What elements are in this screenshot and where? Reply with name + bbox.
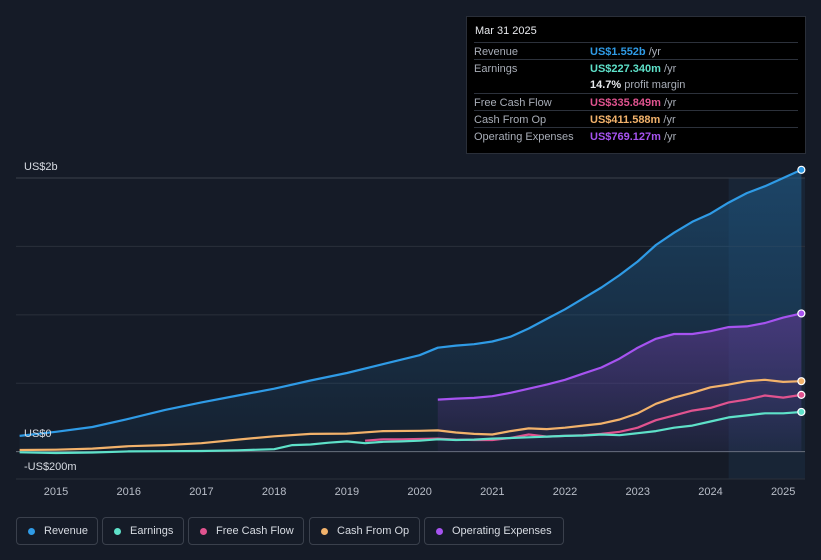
legend-cash-from-op[interactable]: Cash From Op [309,517,420,545]
y-tick-label: US$2b [24,161,58,173]
x-tick-label: 2020 [407,486,431,498]
line-earnings [19,410,802,455]
legend-label: Earnings [130,525,174,537]
y-tick-label: US$0 [24,428,52,440]
series-end-markers [797,165,806,417]
tooltip-value: US$769.127m /yr [590,131,677,143]
tooltip-row-profit-margin: 14.7% profit margin [474,76,798,93]
tooltip-row-revenue: Revenue US$1.552b /yr [474,42,798,60]
series-lines [19,168,802,455]
line-revenue [19,168,802,437]
marker-revenue [797,165,806,174]
x-tick-label: 2021 [480,486,504,498]
x-tick-label: 2018 [262,486,286,498]
tooltip-label: Cash From Op [474,114,547,126]
x-tick-label: 2017 [189,486,213,498]
marker-operating-expenses [797,309,806,318]
legend-dot-icon [436,528,443,535]
marker-free-cash-flow [797,390,806,399]
y-axis-labels: US$2b US$0 -US$200m [24,161,77,473]
legend-label: Operating Expenses [452,525,552,537]
y-tick-label: -US$200m [24,461,77,473]
legend-dot-icon [321,528,328,535]
marker-earnings [797,407,806,417]
x-tick-label: 2016 [116,486,140,498]
tooltip-value: US$227.340m /yr [590,63,677,75]
tooltip-value: US$335.849m /yr [590,97,677,109]
x-tick-label: 2022 [553,486,577,498]
tooltip-label: Free Cash Flow [474,97,552,109]
tooltip-row-operating-expenses: Operating Expenses US$769.127m /yr [474,127,798,145]
tooltip-row-cash-from-op: Cash From Op US$411.588m /yr [474,110,798,128]
tooltip-label: Earnings [474,63,518,75]
area-operating-expenses [437,313,802,452]
tooltip-row-earnings: Earnings US$227.340m /yr [474,59,798,77]
line-operating-expenses [437,312,802,401]
x-tick-label: 2024 [698,486,722,498]
series-areas [19,169,802,452]
legend-dot-icon [28,528,35,535]
line-cash-from-op [19,378,802,452]
legend-revenue[interactable]: Revenue [16,517,98,545]
tooltip-value: US$1.552b /yr [590,46,661,58]
legend-label: Free Cash Flow [216,525,294,537]
legend-operating-expenses[interactable]: Operating Expenses [424,517,564,545]
x-axis-labels: 2015 2016 2017 2018 2019 2020 2021 2022 2023 2024… [44,486,796,498]
x-tick-label: 2023 [626,486,650,498]
marker-cash-from-op [797,377,806,386]
profit-margin: 14.7% profit margin [590,79,686,91]
x-tick-label: 2019 [335,486,359,498]
tooltip-row-free-cash-flow: Free Cash Flow US$335.849m /yr [474,93,798,111]
tooltip-date: Mar 31 2025 [475,25,537,37]
legend-label: Revenue [44,525,89,537]
grid-lines [16,177,805,480]
tooltip-label: Revenue [474,46,519,58]
legend-earnings[interactable]: Earnings [102,517,184,545]
legend-label: Cash From Op [337,525,410,537]
legend-dot-icon [114,528,121,535]
tooltip-label: Operating Expenses [474,131,574,143]
legend-dot-icon [200,528,207,535]
tooltip-value: US$411.588m /yr [590,114,676,126]
legend-free-cash-flow[interactable]: Free Cash Flow [188,517,304,545]
x-tick-label: 2015 [44,486,68,498]
x-tick-label: 2025 [771,486,795,498]
tooltip-panel: Mar 31 2025 Revenue US$1.552b /yr Earnin… [466,16,806,154]
